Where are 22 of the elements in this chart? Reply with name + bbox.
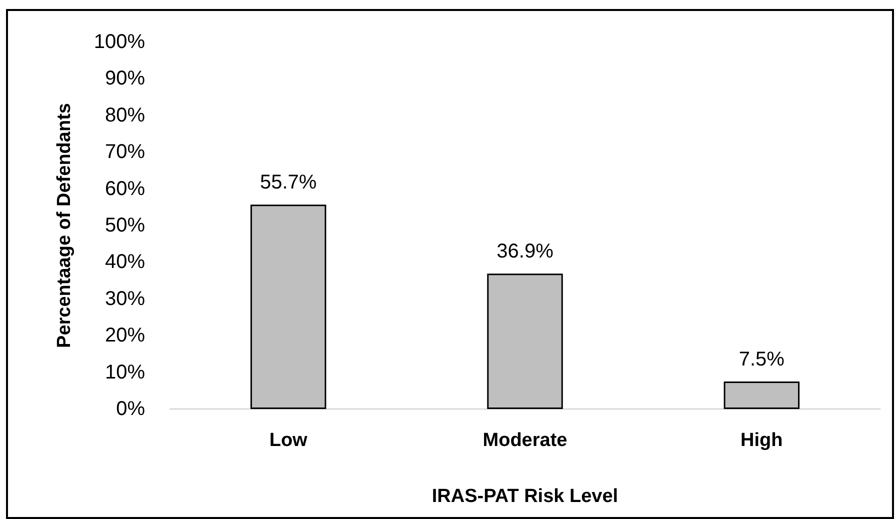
- data-label: 55.7%: [260, 172, 317, 194]
- y-tick-label: 100%: [94, 31, 146, 53]
- x-axis-title: IRAS-PAT Risk Level: [432, 486, 618, 507]
- y-axis-title: Percentaage of Defendants: [54, 103, 75, 348]
- x-tick-label: High: [740, 430, 783, 451]
- bar: [487, 274, 563, 409]
- y-tick-label: 50%: [104, 214, 146, 236]
- data-label: 7.5%: [738, 348, 785, 370]
- y-tick-label: 80%: [104, 104, 146, 126]
- y-tick-label: 60%: [104, 178, 146, 200]
- x-tick-label: Low: [269, 430, 308, 451]
- data-label: 36.9%: [496, 240, 554, 263]
- bar: [724, 381, 800, 409]
- y-tick-label: 40%: [104, 251, 146, 274]
- y-tick-label: 70%: [104, 141, 146, 164]
- y-tick-label: 30%: [104, 288, 146, 310]
- y-tick-label: 20%: [104, 324, 146, 347]
- bar: [250, 204, 326, 409]
- x-tick-label: Moderate: [482, 430, 568, 451]
- y-tick-label: 90%: [104, 68, 146, 90]
- y-tick-label: 0%: [116, 398, 146, 420]
- y-tick-label: 10%: [104, 361, 146, 384]
